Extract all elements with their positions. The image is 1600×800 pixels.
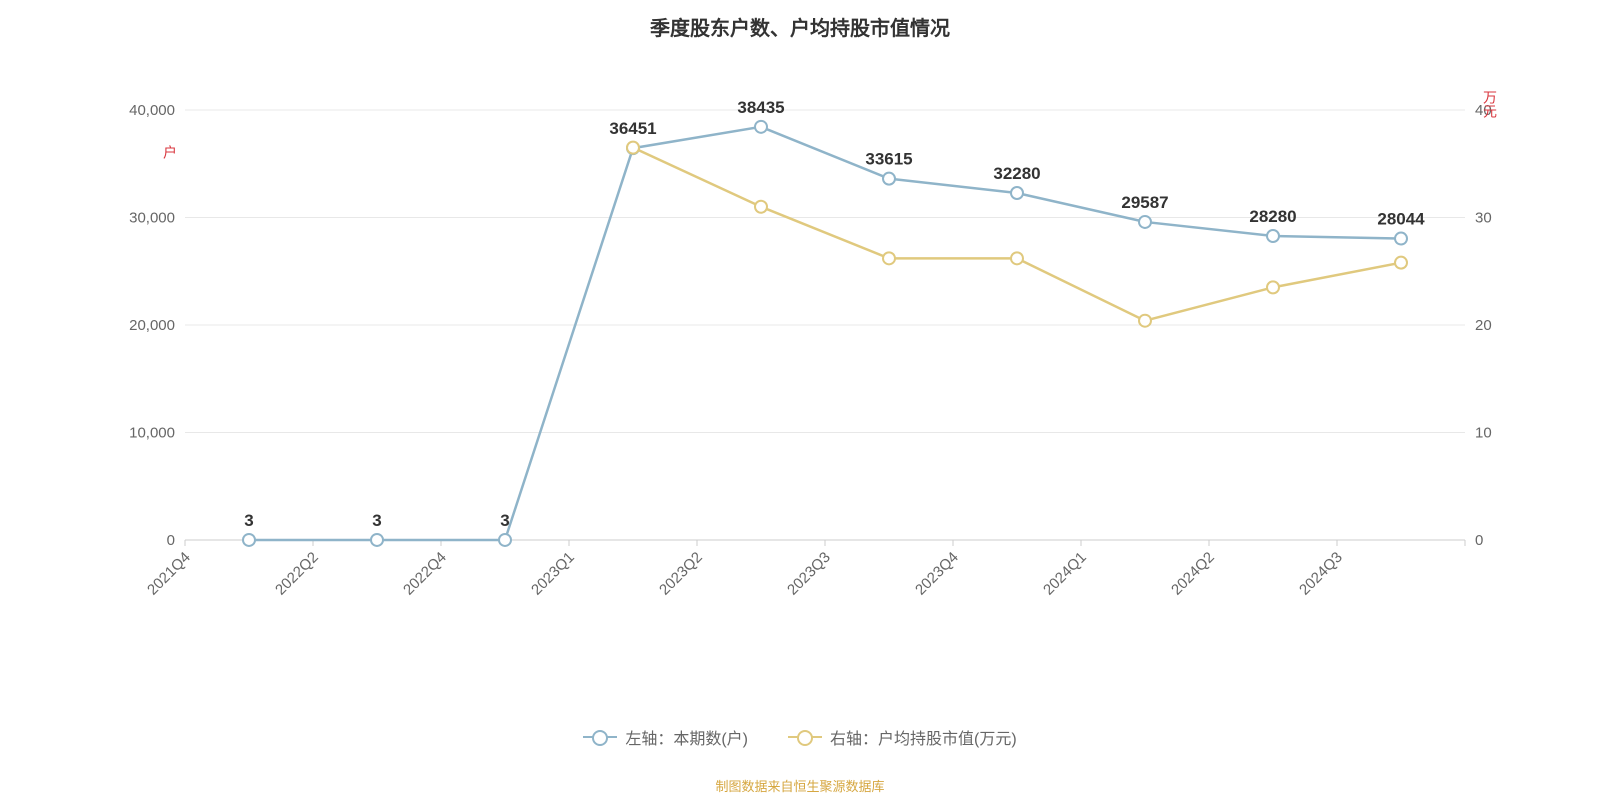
svg-text:2023Q1: 2023Q1 xyxy=(528,549,578,599)
svg-text:3: 3 xyxy=(244,511,253,530)
svg-text:2024Q1: 2024Q1 xyxy=(1040,549,1090,599)
legend-item-right: 右轴：户均持股市值(万元) xyxy=(788,725,1017,749)
svg-text:2024Q2: 2024Q2 xyxy=(1168,549,1218,599)
svg-text:30,000: 30,000 xyxy=(129,210,175,227)
svg-text:0: 0 xyxy=(1475,532,1483,549)
svg-text:3: 3 xyxy=(500,511,509,530)
svg-text:28044: 28044 xyxy=(1377,210,1425,229)
svg-text:10: 10 xyxy=(1475,425,1492,442)
svg-text:2024Q3: 2024Q3 xyxy=(1296,549,1346,599)
legend-swatch-right xyxy=(788,736,822,738)
svg-text:20,000: 20,000 xyxy=(129,317,175,334)
svg-text:3: 3 xyxy=(372,511,381,530)
svg-text:2023Q2: 2023Q2 xyxy=(656,549,706,599)
right-axis-unit-glyph: 万元 xyxy=(1480,90,1500,118)
svg-text:40,000: 40,000 xyxy=(129,102,175,119)
svg-text:2022Q4: 2022Q4 xyxy=(400,549,450,599)
svg-text:29587: 29587 xyxy=(1121,193,1168,212)
svg-text:2021Q4: 2021Q4 xyxy=(144,549,194,599)
svg-text:2023Q4: 2023Q4 xyxy=(912,549,962,599)
svg-text:38435: 38435 xyxy=(737,98,784,117)
svg-text:2022Q2: 2022Q2 xyxy=(272,549,322,599)
chart-container: { "chart": { "type": "line-dual-axis", "… xyxy=(0,0,1600,800)
chart-plot: 010,00020,00030,00040,0000102030402021Q4… xyxy=(0,0,1600,660)
svg-text:10,000: 10,000 xyxy=(129,425,175,442)
footer-note: 制图数据来自恒生聚源数据库 xyxy=(0,776,1600,795)
legend-item-left: 左轴：本期数(户) xyxy=(583,725,748,749)
svg-text:33615: 33615 xyxy=(865,150,912,169)
legend-label-left: 左轴：本期数(户) xyxy=(625,725,748,749)
svg-text:28280: 28280 xyxy=(1249,207,1296,226)
svg-text:32280: 32280 xyxy=(993,164,1040,183)
legend-label-right: 右轴：户均持股市值(万元) xyxy=(830,725,1017,749)
legend: 左轴：本期数(户) 右轴：户均持股市值(万元) xyxy=(0,725,1600,749)
svg-text:2023Q3: 2023Q3 xyxy=(784,549,834,599)
svg-text:20: 20 xyxy=(1475,317,1492,334)
svg-text:36451: 36451 xyxy=(609,119,656,138)
svg-text:0: 0 xyxy=(167,532,175,549)
svg-text:30: 30 xyxy=(1475,210,1492,227)
left-axis-unit-glyph: 户 xyxy=(160,145,180,159)
legend-swatch-left xyxy=(583,736,617,738)
